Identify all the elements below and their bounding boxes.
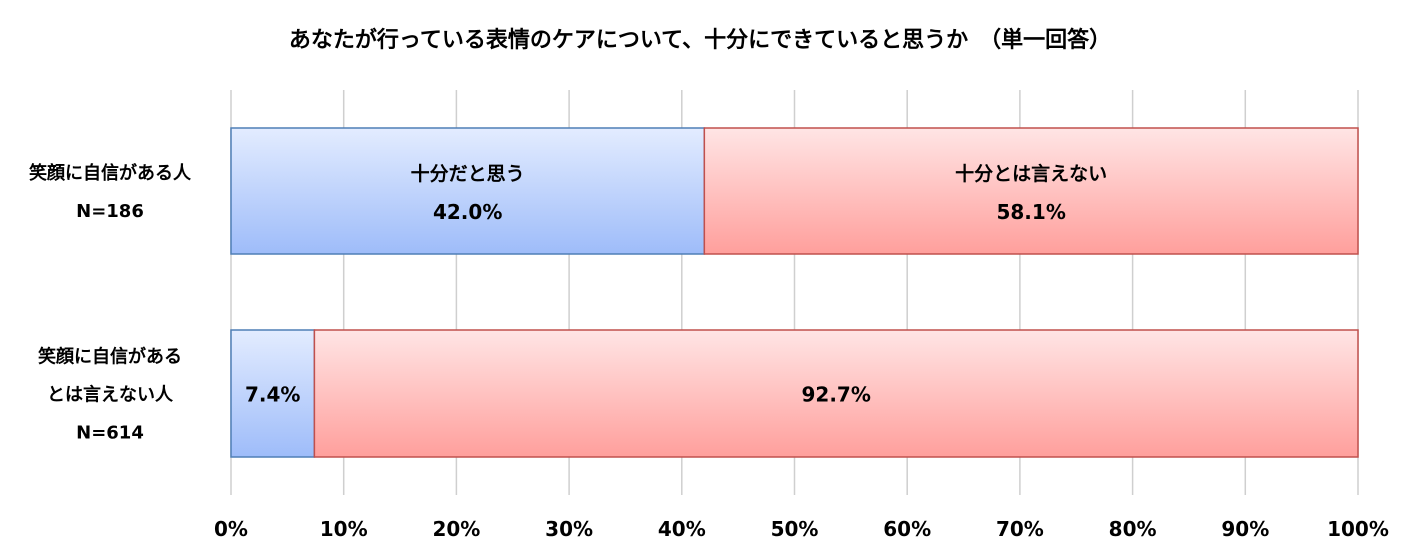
- category-label: とは言えない人: [47, 384, 174, 406]
- x-tick-label: 30%: [545, 517, 593, 541]
- x-tick-label: 0%: [214, 517, 248, 541]
- data-label: 7.4%: [245, 383, 300, 407]
- x-tick-label: 60%: [883, 517, 931, 541]
- category-label: 笑顔に自信がある: [38, 346, 182, 368]
- bar-row: 十分だと思う 42.0% 十分とは言えない 58.1%: [230, 127, 1359, 255]
- x-tick-label: 10%: [320, 517, 368, 541]
- bar-segment: [703, 127, 1359, 255]
- bars: 十分だと思う 42.0% 十分とは言えない 58.1% 7.4% 92.7%: [230, 127, 1359, 458]
- bar-segment: [230, 329, 316, 458]
- data-label: 58.1%: [996, 200, 1065, 224]
- x-tick-label: 40%: [658, 517, 706, 541]
- x-tick-label: 90%: [1221, 517, 1269, 541]
- chart-title: あなたが行っている表情のケアについて、十分にできていると思うか （単一回答）: [289, 27, 1111, 53]
- bar-row: 7.4% 92.7%: [230, 329, 1359, 458]
- segment-name-label: 十分とは言えない: [955, 162, 1107, 185]
- segment-name-label: 十分だと思う: [411, 162, 525, 185]
- x-tick-label: 100%: [1327, 517, 1389, 541]
- x-tick-label: 70%: [996, 517, 1044, 541]
- x-tick-label: 80%: [1109, 517, 1157, 541]
- category-label: N=614: [76, 423, 144, 444]
- category-label: 笑顔に自信がある人: [29, 162, 192, 184]
- data-label: 42.0%: [433, 200, 502, 224]
- x-axis-ticks: 0% 10% 20% 30% 40% 50% 60% 70% 80% 90% 100%: [214, 517, 1389, 541]
- category-label: N=186: [76, 201, 144, 222]
- bar-segment: [313, 329, 1359, 458]
- data-label: 92.7%: [802, 383, 871, 407]
- x-tick-label: 20%: [432, 517, 480, 541]
- x-tick-label: 50%: [771, 517, 819, 541]
- bar-segment: [230, 127, 706, 255]
